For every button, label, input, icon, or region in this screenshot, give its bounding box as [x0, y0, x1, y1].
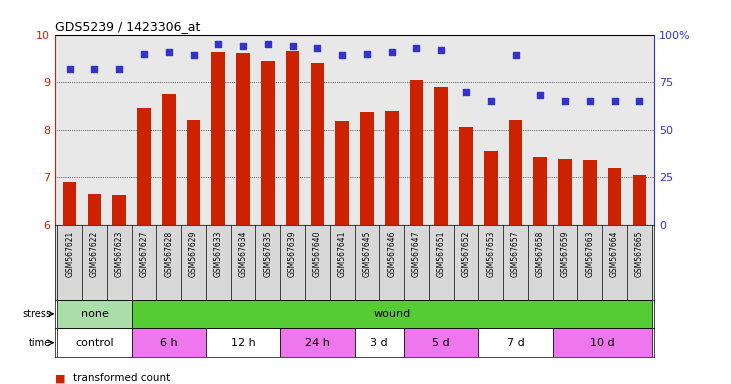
Text: none: none	[80, 309, 108, 319]
Bar	[484, 151, 498, 225]
Point	[485, 98, 496, 104]
Bar	[583, 159, 596, 225]
Point	[238, 43, 249, 49]
Point	[634, 98, 645, 104]
Point	[436, 47, 447, 53]
Text: GSM567633: GSM567633	[213, 231, 223, 277]
Point	[64, 66, 75, 72]
Point	[361, 51, 373, 57]
Point	[188, 52, 200, 58]
Text: GSM567627: GSM567627	[140, 231, 148, 277]
Text: GDS5239 / 1423306_at: GDS5239 / 1423306_at	[55, 20, 200, 33]
Text: GSM567653: GSM567653	[486, 231, 496, 277]
Bar	[186, 120, 200, 225]
Text: 5 d: 5 d	[433, 338, 450, 348]
Text: 12 h: 12 h	[231, 338, 255, 348]
Bar	[409, 80, 423, 225]
Bar	[434, 87, 448, 225]
Bar	[478, 328, 553, 357]
Point	[386, 49, 398, 55]
Text: GSM567634: GSM567634	[238, 231, 248, 277]
Bar	[236, 53, 250, 225]
Text: 6 h: 6 h	[160, 338, 178, 348]
Point	[287, 43, 298, 49]
Bar	[311, 63, 324, 225]
Bar	[57, 328, 132, 357]
Text: GSM567647: GSM567647	[412, 231, 421, 277]
Point	[88, 66, 100, 72]
Point	[510, 52, 521, 58]
Bar	[280, 328, 355, 357]
Bar	[113, 195, 126, 225]
Bar	[336, 121, 349, 225]
Bar	[459, 127, 473, 225]
Bar	[355, 328, 404, 357]
Text: GSM567651: GSM567651	[436, 231, 446, 277]
Text: wound: wound	[373, 309, 410, 319]
Bar	[57, 300, 132, 328]
Text: 24 h: 24 h	[305, 338, 330, 348]
Bar	[206, 328, 280, 357]
Point	[262, 41, 273, 47]
Bar	[137, 108, 151, 225]
Point	[138, 51, 150, 57]
Text: GSM567639: GSM567639	[288, 231, 297, 277]
Text: GSM567645: GSM567645	[363, 231, 371, 277]
Text: ■: ■	[55, 373, 65, 383]
Text: GSM567659: GSM567659	[561, 231, 569, 277]
Point	[336, 52, 348, 58]
Point	[609, 98, 621, 104]
Text: stress: stress	[22, 309, 51, 319]
Bar	[404, 328, 478, 357]
Text: GSM567657: GSM567657	[511, 231, 520, 277]
Text: GSM567652: GSM567652	[461, 231, 471, 277]
Text: transformed count: transformed count	[73, 373, 170, 383]
Point	[460, 89, 471, 95]
Bar	[261, 61, 275, 225]
Bar	[632, 175, 646, 225]
Bar	[63, 182, 77, 225]
Text: GSM567641: GSM567641	[338, 231, 346, 277]
Bar	[534, 157, 547, 225]
Bar	[553, 328, 652, 357]
Text: GSM567623: GSM567623	[115, 231, 124, 277]
Text: control: control	[75, 338, 114, 348]
Text: GSM567640: GSM567640	[313, 231, 322, 277]
Bar	[132, 300, 652, 328]
Text: GSM567658: GSM567658	[536, 231, 545, 277]
Point	[584, 98, 596, 104]
Bar	[211, 52, 225, 225]
Text: GSM567629: GSM567629	[189, 231, 198, 277]
Text: GSM567622: GSM567622	[90, 231, 99, 277]
Point	[163, 49, 175, 55]
Text: 10 d: 10 d	[590, 338, 615, 348]
Point	[311, 45, 323, 51]
Bar	[162, 94, 175, 225]
Point	[411, 45, 423, 51]
Point	[213, 41, 224, 47]
Bar	[360, 111, 374, 225]
Bar	[132, 328, 206, 357]
Text: 3 d: 3 d	[371, 338, 388, 348]
Text: GSM567664: GSM567664	[610, 231, 619, 277]
Point	[113, 66, 125, 72]
Bar	[286, 51, 300, 225]
Text: GSM567621: GSM567621	[65, 231, 74, 277]
Bar	[88, 194, 102, 225]
Text: 7 d: 7 d	[507, 338, 524, 348]
Text: time: time	[29, 338, 51, 348]
Text: GSM567646: GSM567646	[387, 231, 396, 277]
Bar	[509, 120, 523, 225]
Bar	[385, 111, 398, 225]
Text: GSM567635: GSM567635	[263, 231, 273, 277]
Text: GSM567663: GSM567663	[586, 231, 594, 277]
Text: GSM567628: GSM567628	[164, 231, 173, 277]
Point	[534, 92, 546, 98]
Text: GSM567665: GSM567665	[635, 231, 644, 277]
Bar	[607, 168, 621, 225]
Point	[559, 98, 571, 104]
Bar	[558, 159, 572, 225]
